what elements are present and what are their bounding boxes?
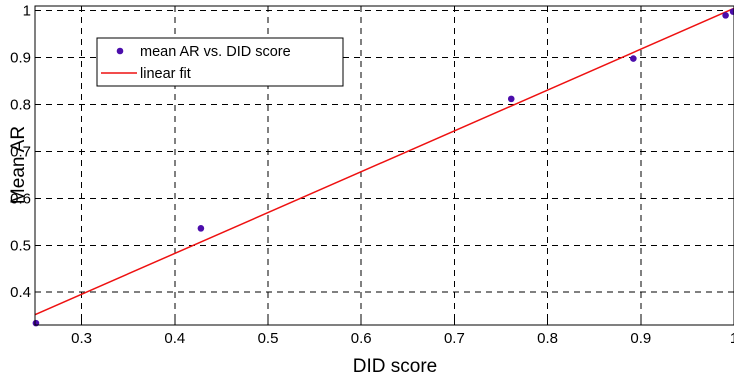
linear-fit-line [34,7,734,316]
y-tick-label: 1 [23,3,31,20]
x-tick-label: 0.3 [71,330,92,347]
data-points-layer [32,8,734,327]
plot-area-frame [34,5,734,326]
x-tick-label: 0.7 [444,330,465,347]
data-point [507,95,515,103]
y-tick-label: 0.4 [10,284,31,301]
data-point [197,225,205,232]
x-tick-label: 0.4 [164,330,185,347]
y-tick-label: 0.7 [10,143,31,160]
legend-box [96,37,344,87]
y-tick-label: 0.8 [10,97,31,114]
legend-label-fit: linear fit [140,66,191,82]
legend: mean AR vs. DID score linear fit [96,37,344,87]
y-tick-label: 0.9 [10,50,31,67]
data-point [729,8,734,15]
x-tick-label: 1 [730,330,734,347]
y-tick-label: 0.5 [10,237,31,254]
axis-ticks: 0.3 0.4 0.5 0.6 0.7 0.8 0.9 1 0.4 0.5 0.6 0.7 0.8 0.9… [10,3,734,347]
y-axis-label: Mean AR [8,126,29,204]
x-axis-label: DID score [353,356,437,377]
y-tick-label: 0.6 [10,190,31,207]
grid [35,6,734,325]
x-tick-label: 0.6 [351,330,372,347]
data-point [722,12,729,19]
legend-label-scatter: mean AR vs. DID score [140,44,291,60]
x-tick-label: 0.8 [537,330,558,347]
data-point [630,55,637,62]
legend-marker-scatter [116,47,124,55]
x-tick-label: 0.9 [630,330,651,347]
linear-fit-layer [34,7,734,316]
x-tick-label: 0.5 [258,330,279,347]
